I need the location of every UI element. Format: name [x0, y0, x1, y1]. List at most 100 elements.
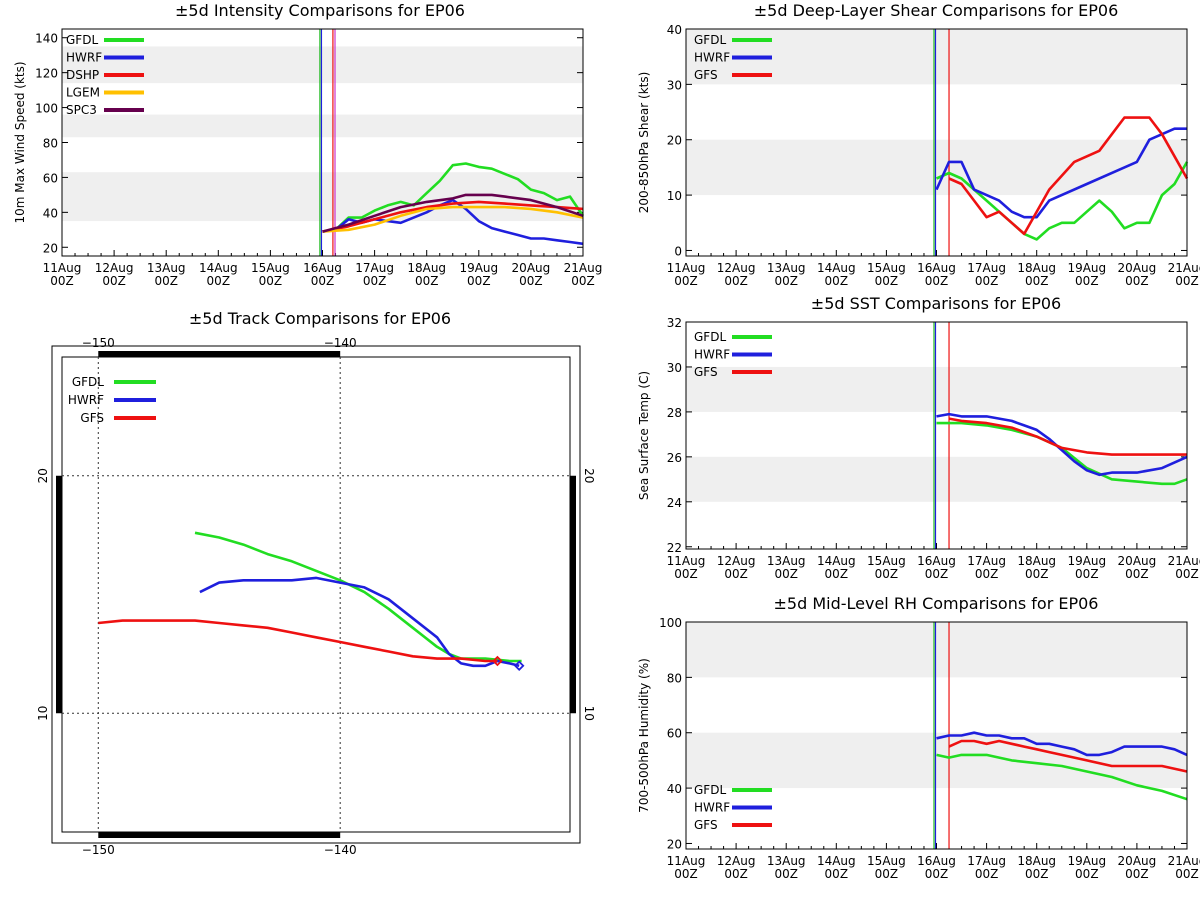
shear-xtick-time: 00Z: [724, 274, 748, 288]
shear-title: ±5d Deep-Layer Shear Comparisons for EP0…: [754, 1, 1119, 20]
shear-ytick-label: 0: [674, 244, 682, 258]
rh-ytick-label: 100: [659, 616, 682, 630]
shear-xtick-date: 13Aug: [767, 261, 806, 275]
sst-xtick-date: 11Aug: [667, 554, 706, 568]
shear-xtick-time: 00Z: [925, 274, 949, 288]
track-chart: ±5d Track Comparisons for EP06 −150 −150 −1…: [36, 309, 596, 857]
track-lon-label-top: −150: [82, 336, 115, 350]
sst-xtick-date: 15Aug: [867, 554, 906, 568]
rh-ytick-label: 60: [667, 727, 682, 741]
sst-xtick-time: 00Z: [825, 567, 849, 581]
sst-xtick-date: 19Aug: [1067, 554, 1106, 568]
track-lat-label-right: 10: [582, 706, 596, 721]
sst-series-gfdl: [936, 421, 1188, 486]
shear-frame: [685, 28, 1188, 257]
rh-xtick-time: 00Z: [825, 867, 849, 881]
intensity-xtick-date: 20Aug: [512, 261, 551, 275]
intensity-xtick-time: 00Z: [311, 274, 335, 288]
intensity-ylabel: 10m Max Wind Speed (kts): [13, 61, 27, 223]
sst-ytick-label: 24: [667, 496, 682, 510]
sst-xtick-time: 00Z: [1125, 567, 1149, 581]
shear-ylabel: 200-850hPa Shear (kts): [637, 72, 651, 214]
shear-series-hwrf: [935, 127, 1187, 219]
intensity-xtick-date: 21Aug: [564, 261, 603, 275]
track-end-marker-hwrf: [513, 660, 525, 672]
track-left-border-bar: [56, 475, 62, 714]
track-right-border-bar: [570, 475, 576, 714]
shear-xtick-time: 00Z: [1025, 274, 1049, 288]
shear-xtick-time: 00Z: [825, 274, 849, 288]
sst-xtick-time: 00Z: [1075, 567, 1099, 581]
sst-xtick-date: 16Aug: [917, 554, 956, 568]
intensity-xtick-date: 11Aug: [43, 261, 82, 275]
rh-ytick-label: 20: [667, 837, 682, 851]
sst-ytick-label: 30: [667, 361, 682, 375]
shear-xtick-date: 12Aug: [717, 261, 756, 275]
shear-xtick-date: 17Aug: [967, 261, 1006, 275]
sst-ytick-label: 32: [667, 316, 682, 330]
intensity-series-dshp: [322, 200, 584, 233]
shear-xtick-date: 16Aug: [917, 261, 956, 275]
sst-xtick-date: 13Aug: [767, 554, 806, 568]
track-lon-label-bottom: −150: [82, 843, 115, 857]
shear-series-gfdl: [935, 161, 1189, 241]
shear-xtick-date: 19Aug: [1067, 261, 1106, 275]
intensity-xtick-time: 00Z: [519, 274, 543, 288]
rh-xtick-time: 00Z: [674, 867, 698, 881]
sst-ytick-label: 26: [667, 451, 682, 465]
track-legend-label: HWRF: [68, 393, 104, 407]
sst-xtick-date: 18Aug: [1017, 554, 1056, 568]
sst-xtick-date: 14Aug: [817, 554, 856, 568]
rh-chart: ±5d Mid-Level RH Comparisons for EP06 20 4…: [637, 594, 1200, 881]
shear-xtick-date: 15Aug: [867, 261, 906, 275]
rh-legend-label: GFDL: [694, 783, 726, 797]
rh-xtick-date: 21Aug: [1168, 854, 1200, 868]
intensity-ytick-label: 140: [35, 32, 58, 46]
rh-xtick-date: 20Aug: [1118, 854, 1157, 868]
shear-xtick-date: 21Aug: [1168, 261, 1200, 275]
rh-xtick-time: 00Z: [875, 867, 899, 881]
intensity-xtick-date: 13Aug: [147, 261, 186, 275]
track-series-gfdl: [194, 531, 522, 663]
sst-xtick-time: 00Z: [1175, 567, 1199, 581]
intensity-xtick-time: 00Z: [102, 274, 126, 288]
rh-xtick-date: 16Aug: [917, 854, 956, 868]
shear-series-gfs: [948, 116, 1189, 236]
intensity-ytick-label: 40: [43, 206, 58, 220]
rh-xtick-time: 00Z: [724, 867, 748, 881]
sst-series-gfs: [948, 417, 1187, 456]
track-legend-label: GFDL: [72, 375, 104, 389]
rh-xtick-time: 00Z: [1025, 867, 1049, 881]
rh-title: ±5d Mid-Level RH Comparisons for EP06: [774, 594, 1099, 613]
shear-xtick-time: 00Z: [1075, 274, 1099, 288]
shear-xtick-time: 00Z: [875, 274, 899, 288]
rh-xtick-time: 00Z: [1075, 867, 1099, 881]
intensity-xtick-date: 19Aug: [459, 261, 498, 275]
shear-xtick-date: 14Aug: [817, 261, 856, 275]
track-lat-label-left: 10: [36, 706, 50, 721]
track-series-gfs: [98, 619, 498, 663]
rh-ytick-label: 80: [667, 671, 682, 685]
intensity-band-1: [62, 114, 583, 138]
sst-xtick-date: 12Aug: [717, 554, 756, 568]
intensity-series-lgem: [322, 205, 584, 233]
intensity-ytick-label: 100: [35, 102, 58, 116]
sst-xtick-time: 00Z: [724, 567, 748, 581]
track-lat-label-right: 20: [582, 468, 596, 483]
shear-ytick-label: 40: [667, 23, 682, 37]
sst-xtick-time: 00Z: [774, 567, 798, 581]
rh-xtick-date: 18Aug: [1017, 854, 1056, 868]
track-lon-label-bottom: −140: [324, 843, 357, 857]
sst-xtick-time: 00Z: [1025, 567, 1049, 581]
intensity-xtick-date: 17Aug: [355, 261, 394, 275]
track-lat-label-left: 20: [36, 468, 50, 483]
intensity-xtick-time: 00Z: [415, 274, 439, 288]
rh-xtick-date: 12Aug: [717, 854, 756, 868]
track-outer-frame: [51, 345, 581, 844]
track-series-hwrf: [199, 576, 520, 668]
sst-band-0: [686, 456, 1187, 502]
intensity-title: ±5d Intensity Comparisons for EP06: [175, 1, 465, 20]
track-lon-label-top: −140: [324, 336, 357, 350]
rh-xtick-time: 00Z: [925, 867, 949, 881]
shear-ytick-label: 10: [667, 189, 682, 203]
